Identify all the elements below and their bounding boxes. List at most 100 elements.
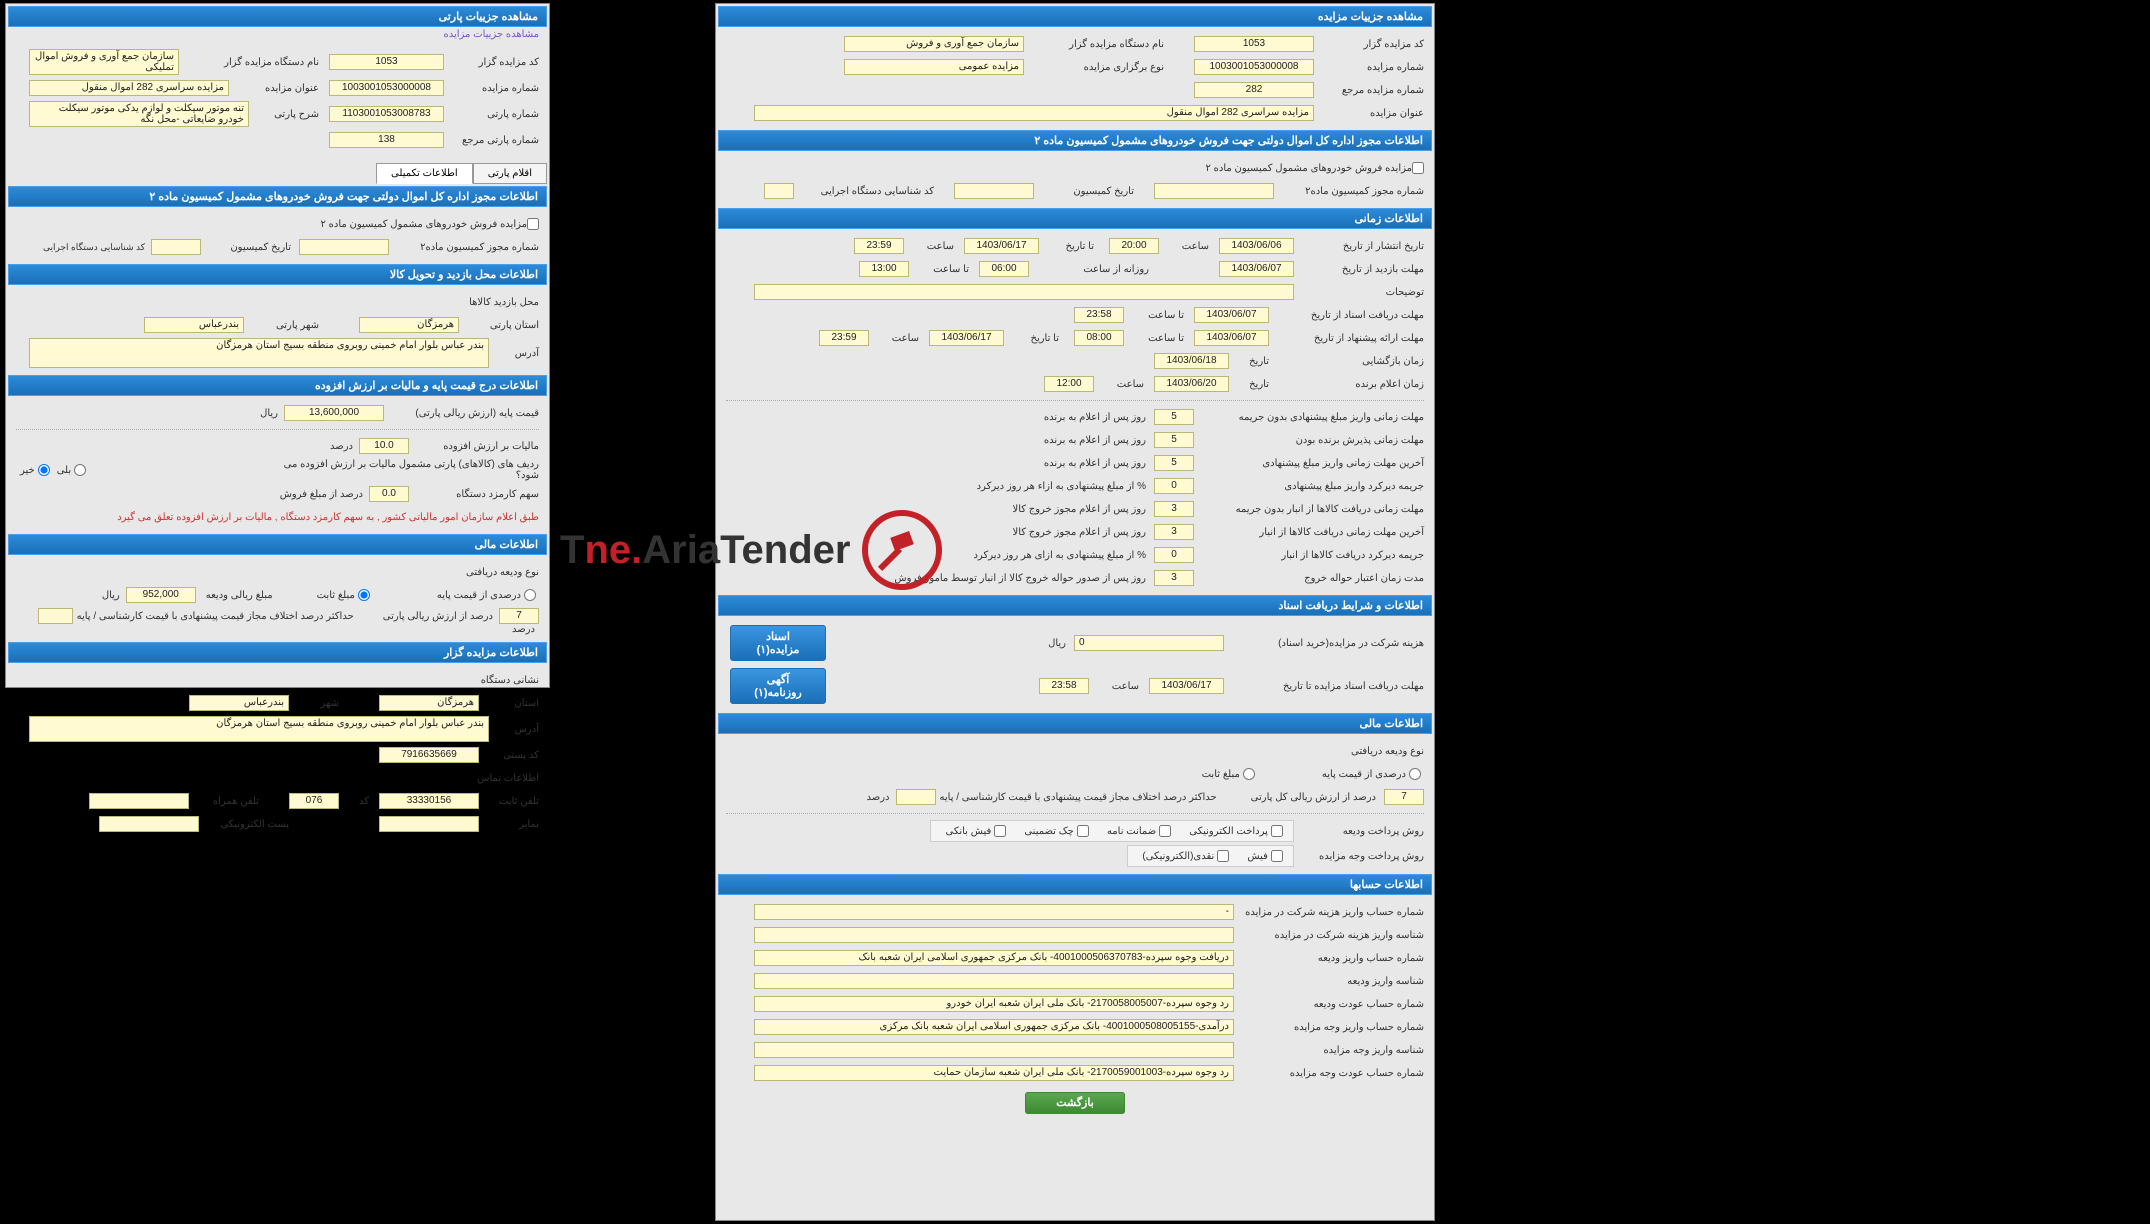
- left-permit-num-label: شماره مجوز کمیسیون ماده۲: [389, 242, 539, 253]
- penalty8-suffix: روز پس از صدور حواله خروج کالا از انبار …: [890, 573, 1146, 584]
- fixed-label: مبلغ ثابت: [1198, 769, 1240, 780]
- permit-check-label: مزایده فروش خودروهای مشمول کمیسیون ماده …: [1201, 163, 1412, 174]
- org-mobile-label: تلفن همراه: [189, 796, 259, 807]
- auction-docs-button[interactable]: اسناد مزایده(۱): [730, 625, 826, 661]
- offer-to-hour-value: 08:00: [1074, 330, 1124, 346]
- acc-l6: شماره حساب واریز وجه مزایده: [1234, 1022, 1424, 1033]
- acc-l2: شناسه واریز هزینه شرکت در مزایده: [1234, 930, 1424, 941]
- view-auction-details-link[interactable]: مشاهده جزییات مزایده: [6, 27, 549, 42]
- penalty2-suffix: روز پس از اعلام به برنده: [1040, 435, 1146, 446]
- vat-yes-label: بلی: [53, 465, 71, 476]
- to-date-value-1: 1403/06/17: [964, 238, 1039, 254]
- penalty1-suffix: روز پس از اعلام به برنده: [1040, 412, 1146, 423]
- visit-city-value: بندرعباس: [144, 317, 244, 333]
- auction-ref-label: شماره مزایده مرجع: [1314, 85, 1424, 96]
- org-mobile-value: [89, 793, 189, 809]
- left-permit-checkbox[interactable]: [527, 218, 539, 230]
- diff-value: [896, 789, 936, 805]
- penalty8-value: 3: [1154, 570, 1194, 586]
- left-fixed-radio[interactable]: [358, 589, 370, 601]
- visit-from-label: مهلت بازدید از تاریخ: [1294, 264, 1424, 275]
- pct-base-radio[interactable]: [1409, 768, 1421, 780]
- chk-check[interactable]: [1077, 825, 1089, 837]
- vat-question: ردیف های (کالاهای) پارتی مشمول مالیات بر…: [259, 459, 539, 481]
- penalty6-label: آخرین مهلت زمانی دریافت کالاها از انبار: [1194, 527, 1424, 538]
- left-diff-value: [38, 608, 73, 624]
- penalty4-suffix: % از مبلغ پیشنهادی به ازاء هر روز دیرکرد: [973, 481, 1146, 492]
- winner-hour-value: 12:00: [1044, 376, 1094, 392]
- auction-code-label: کد مزایده گزار: [1314, 39, 1424, 50]
- visit-city-label: شهر پارتی: [244, 320, 319, 331]
- org-province-value: هرمزگان: [379, 695, 479, 711]
- left-pct-text: درصد از ارزش ریالی پارتی: [379, 611, 493, 622]
- p-desc-label: شرح پارتی: [249, 109, 319, 120]
- chk-guarantee[interactable]: [1159, 825, 1171, 837]
- deposit-amt-value: 952,000: [126, 587, 196, 603]
- penalty2-label: مهلت زمانی پذیرش برنده بودن: [1194, 435, 1424, 446]
- hour-label-2: ساعت: [904, 241, 954, 252]
- org-city-label: شهر: [289, 698, 339, 709]
- offer-from-label: مهلت ارائه پیشنهاد از تاریخ: [1269, 333, 1424, 344]
- doc-from-label: مهلت دریافت اسناد از تاریخ: [1269, 310, 1424, 321]
- left-permit-date-value: [151, 239, 201, 255]
- penalty5-suffix: روز پس از اعلام مجوز خروج کالا: [1008, 504, 1146, 515]
- p-subject-value: مزایده سراسری 282 اموال منقول: [29, 80, 229, 96]
- newspaper-ad-button[interactable]: آگهی روزنامه(۱): [730, 668, 826, 704]
- vat-no-radio[interactable]: [38, 464, 50, 476]
- chk-electronic[interactable]: [1271, 825, 1283, 837]
- price-header: اطلاعات درج قیمت پایه و مالیات بر ارزش ا…: [8, 375, 547, 396]
- left-permit-id-label: کد شناسایی دستگاه اجرایی: [25, 242, 145, 253]
- org-phone-value: 33330156: [379, 793, 479, 809]
- org-postal-value: 7916635669: [379, 747, 479, 763]
- price-base-label: قیمت پایه (ارزش ریالی پارتی): [384, 408, 539, 419]
- left-deposit-type-label: نوع ودیعه دریافتی: [462, 567, 539, 578]
- auction-subject-label: عنوان مزایده: [1314, 108, 1424, 119]
- price-base-value: 13,600,000: [284, 405, 384, 421]
- p-org-label: نام دستگاه مزایده گزار: [179, 57, 319, 68]
- acc-v6: درآمدی-4001000508005155- بانک مرکزی جمهو…: [754, 1019, 1234, 1035]
- winner-hour-label: ساعت: [1094, 379, 1144, 390]
- diff-end: درصد: [862, 792, 889, 803]
- doc-from-value: 1403/06/07: [1194, 307, 1269, 323]
- left-pct-base-radio[interactable]: [524, 589, 536, 601]
- tab-party-items[interactable]: اقلام پارتی: [473, 163, 547, 184]
- left-diff-label: حداکثر درصد اختلاف مجاز قیمت پیشنهادی با…: [73, 611, 354, 622]
- tab-additional-info[interactable]: اطلاعات تکمیلی: [376, 163, 473, 184]
- docs-cost-label: هزینه شرکت در مزایده(خرید اسناد): [1224, 638, 1424, 649]
- chk-check-label: چک تضمینی: [1020, 826, 1074, 837]
- org-fax-label: نمابر: [479, 819, 539, 830]
- permit-date-value: [954, 183, 1034, 199]
- org-fax-value: [379, 816, 479, 832]
- publish-from-value: 1403/06/06: [1219, 238, 1294, 254]
- acc-v3: دریافت وجوه سپرده-4001000506370783- بانک…: [754, 950, 1234, 966]
- org-contact-header: اطلاعات تماس: [473, 773, 539, 784]
- vat-yes-radio[interactable]: [74, 464, 86, 476]
- back-button[interactable]: بازگشت: [1025, 1092, 1125, 1114]
- p-ref-label: شماره پارتی مرجع: [444, 135, 539, 146]
- p-desc-value: تنه موتور سیکلت و لوازم یدکی موتور سیکلت…: [29, 101, 249, 127]
- fee-unit: درصد از مبلغ فروش: [276, 489, 363, 500]
- docs-deadline-hour-label: ساعت: [1089, 681, 1139, 692]
- pay-deposit-label: روش پرداخت ودیعه: [1294, 826, 1424, 837]
- watermark-text-3: T: [560, 528, 584, 573]
- fee-value: 0.0: [369, 486, 409, 502]
- doc-to-hour-label: تا ساعت: [1124, 310, 1184, 321]
- chk-bank[interactable]: [994, 825, 1006, 837]
- org-area-value: 076: [289, 793, 339, 809]
- fixed-radio[interactable]: [1243, 768, 1255, 780]
- org-province-label: استان: [479, 698, 539, 709]
- left-permit-check-label: مزایده فروش خودروهای مشمول کمیسیون ماده …: [316, 219, 527, 230]
- p-num-label: شماره مزایده: [444, 83, 539, 94]
- to-hour-value-2: 23:59: [819, 330, 869, 346]
- left-pct-val: 7: [499, 608, 539, 624]
- offer-from-value: 1403/06/07: [1194, 330, 1269, 346]
- finance-header: اطلاعات مالی: [718, 713, 1432, 734]
- deposit-type-label: نوع ودیعه دریافتی: [1347, 746, 1424, 757]
- chk-cash[interactable]: [1217, 850, 1229, 862]
- to-date-label-2: تا تاریخ: [1004, 333, 1059, 344]
- auction-type-label: نوع برگزاری مزایده: [1024, 62, 1164, 73]
- pct-val: 7: [1384, 789, 1424, 805]
- chk-fish[interactable]: [1271, 850, 1283, 862]
- permit-checkbox[interactable]: [1412, 162, 1424, 174]
- party-header: مشاهده جزییات پارتی: [8, 6, 547, 27]
